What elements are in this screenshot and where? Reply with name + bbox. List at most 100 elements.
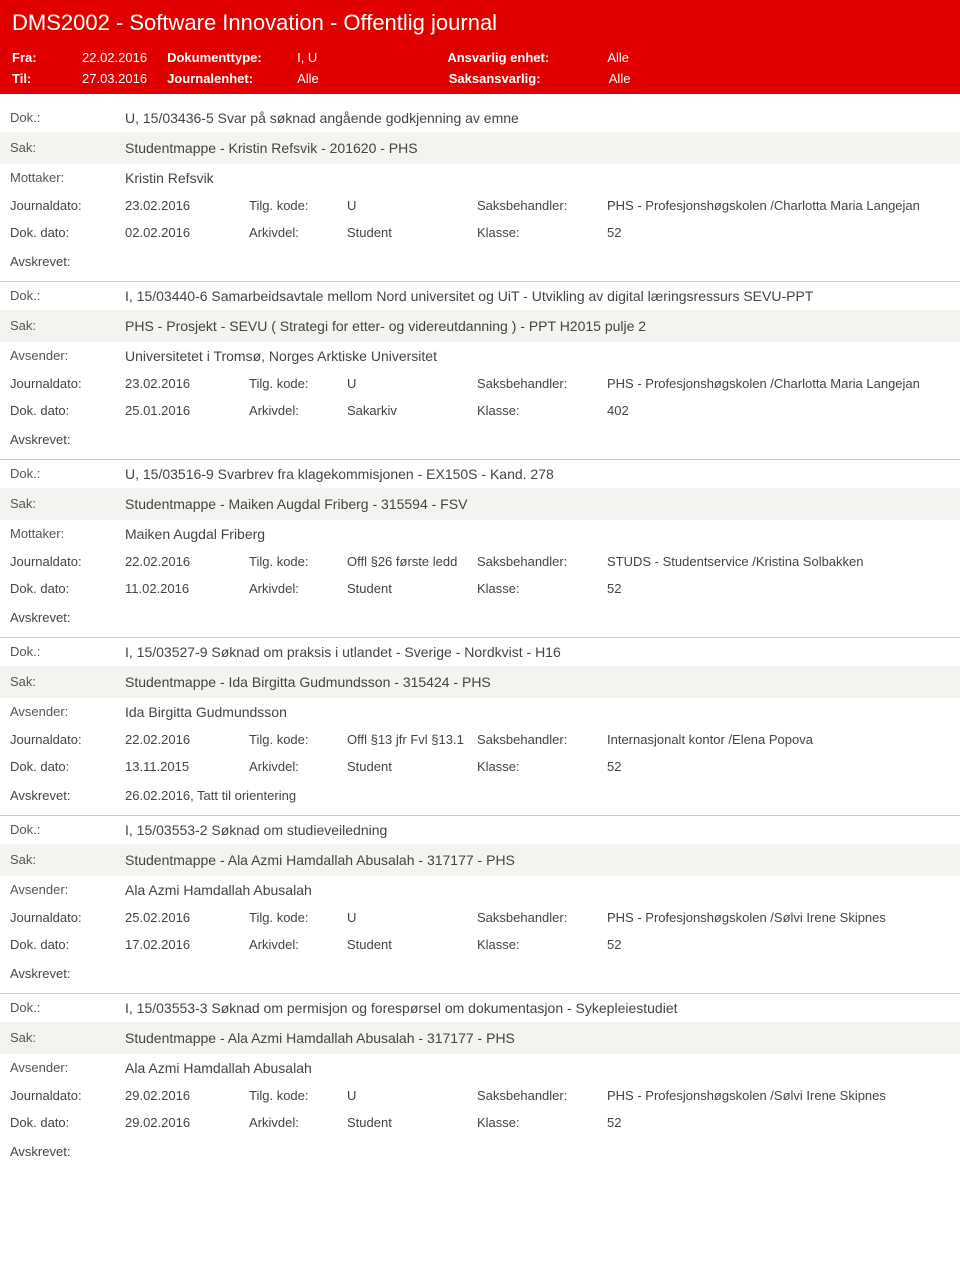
tilgkode-value: U xyxy=(347,376,477,391)
saksansvarlig-value: Alle xyxy=(609,71,631,86)
dokdato-row: Dok. dato: 02.02.2016 Arkivdel: Student … xyxy=(0,219,960,246)
arkivdel-value: Sakarkiv xyxy=(347,403,477,418)
klasse-label: Klasse: xyxy=(477,759,607,774)
sak-value: Studentmappe - Maiken Augdal Friberg - 3… xyxy=(125,496,950,512)
sak-label: Sak: xyxy=(10,318,125,334)
journaldato-label: Journaldato: xyxy=(10,198,125,213)
tilgkode-value: U xyxy=(347,1088,477,1103)
tilgkode-label: Tilg. kode: xyxy=(249,910,347,925)
sak-line: Sak: PHS - Prosjekt - SEVU ( Strategi fo… xyxy=(0,310,960,342)
journal-record: Dok.: I, 15/03527-9 Søknad om praksis i … xyxy=(0,637,960,815)
party-value: Universitetet i Tromsø, Norges Arktiske … xyxy=(125,348,950,364)
party-value: Ala Azmi Hamdallah Abusalah xyxy=(125,882,950,898)
party-label: Mottaker: xyxy=(10,170,125,185)
klasse-value: 52 xyxy=(607,759,950,774)
records-container: Dok.: U, 15/03436-5 Svar på søknad angåe… xyxy=(0,104,960,1171)
dokdato-row: Dok. dato: 29.02.2016 Arkivdel: Student … xyxy=(0,1109,960,1136)
saksbehandler-value: PHS - Profesjonshøgskolen /Sølvi Irene S… xyxy=(607,910,950,925)
arkivdel-label: Arkivdel: xyxy=(249,225,347,240)
klasse-label: Klasse: xyxy=(477,403,607,418)
header-title: DMS2002 - Software Innovation - Offentli… xyxy=(12,10,948,36)
dokdato-value: 13.11.2015 xyxy=(125,759,249,774)
dokdato-label: Dok. dato: xyxy=(10,225,125,240)
avskrevet-label: Avskrevet: xyxy=(10,966,125,981)
avskrevet-row: Avskrevet: xyxy=(0,602,960,637)
avskrevet-row: Avskrevet: xyxy=(0,246,960,281)
journal-record: Dok.: U, 15/03436-5 Svar på søknad angåe… xyxy=(0,104,960,281)
party-line: Mottaker: Kristin Refsvik xyxy=(0,164,960,192)
arkivdel-value: Student xyxy=(347,225,477,240)
avskrevet-label: Avskrevet: xyxy=(10,610,125,625)
saksansvarlig-label: Saksansvarlig: xyxy=(449,71,589,86)
dokdato-row: Dok. dato: 25.01.2016 Arkivdel: Sakarkiv… xyxy=(0,397,960,424)
journaldato-value: 22.02.2016 xyxy=(125,732,249,747)
sak-label: Sak: xyxy=(10,852,125,868)
dokdato-label: Dok. dato: xyxy=(10,1115,125,1130)
dokdato-value: 02.02.2016 xyxy=(125,225,249,240)
klasse-label: Klasse: xyxy=(477,581,607,596)
arkivdel-value: Student xyxy=(347,937,477,952)
dokdato-label: Dok. dato: xyxy=(10,581,125,596)
tilgkode-value: U xyxy=(347,910,477,925)
klasse-value: 52 xyxy=(607,225,950,240)
sak-line: Sak: Studentmappe - Maiken Augdal Friber… xyxy=(0,488,960,520)
dok-label: Dok.: xyxy=(10,466,125,481)
dokdato-value: 11.02.2016 xyxy=(125,581,249,596)
arkivdel-value: Student xyxy=(347,759,477,774)
avskrevet-row: Avskrevet: xyxy=(0,958,960,993)
sak-value: Studentmappe - Ida Birgitta Gudmundsson … xyxy=(125,674,950,690)
dok-line: Dok.: I, 15/03527-9 Søknad om praksis i … xyxy=(0,638,960,666)
dokdato-row: Dok. dato: 11.02.2016 Arkivdel: Student … xyxy=(0,575,960,602)
dok-label: Dok.: xyxy=(10,644,125,659)
tilgkode-label: Tilg. kode: xyxy=(249,198,347,213)
saksbehandler-value: Internasjonalt kontor /Elena Popova xyxy=(607,732,950,747)
dok-label: Dok.: xyxy=(10,288,125,303)
party-label: Avsender: xyxy=(10,1060,125,1075)
sak-label: Sak: xyxy=(10,1030,125,1046)
klasse-label: Klasse: xyxy=(477,937,607,952)
avskrevet-label: Avskrevet: xyxy=(10,788,125,803)
til-label: Til: xyxy=(12,71,82,86)
arkivdel-value: Student xyxy=(347,1115,477,1130)
party-value: Ida Birgitta Gudmundsson xyxy=(125,704,950,720)
arkivdel-label: Arkivdel: xyxy=(249,937,347,952)
journalenhet-label: Journalenhet: xyxy=(167,71,297,86)
sak-label: Sak: xyxy=(10,496,125,512)
party-label: Avsender: xyxy=(10,348,125,363)
journaldato-row: Journaldato: 29.02.2016 Tilg. kode: U Sa… xyxy=(0,1082,960,1109)
dokdato-row: Dok. dato: 17.02.2016 Arkivdel: Student … xyxy=(0,931,960,958)
klasse-label: Klasse: xyxy=(477,1115,607,1130)
party-line: Mottaker: Maiken Augdal Friberg xyxy=(0,520,960,548)
avskrevet-label: Avskrevet: xyxy=(10,432,125,447)
fra-value: 22.02.2016 xyxy=(82,50,147,65)
arkivdel-label: Arkivdel: xyxy=(249,759,347,774)
ansvarlig-value: Alle xyxy=(607,50,629,65)
klasse-value: 402 xyxy=(607,403,950,418)
journaldato-row: Journaldato: 23.02.2016 Tilg. kode: U Sa… xyxy=(0,192,960,219)
dokdato-label: Dok. dato: xyxy=(10,759,125,774)
journal-record: Dok.: U, 15/03516-9 Svarbrev fra klageko… xyxy=(0,459,960,637)
journaldato-value: 23.02.2016 xyxy=(125,376,249,391)
journaldato-label: Journaldato: xyxy=(10,376,125,391)
tilgkode-label: Tilg. kode: xyxy=(249,1088,347,1103)
dok-line: Dok.: U, 15/03436-5 Svar på søknad angåe… xyxy=(0,104,960,132)
dok-line: Dok.: I, 15/03553-3 Søknad om permisjon … xyxy=(0,994,960,1022)
avskrevet-label: Avskrevet: xyxy=(10,1144,125,1159)
party-label: Avsender: xyxy=(10,882,125,897)
dok-value: U, 15/03436-5 Svar på søknad angående go… xyxy=(125,110,950,126)
party-value: Maiken Augdal Friberg xyxy=(125,526,950,542)
dok-label: Dok.: xyxy=(10,822,125,837)
dok-line: Dok.: I, 15/03440-6 Samarbeidsavtale mel… xyxy=(0,282,960,310)
avskrevet-label: Avskrevet: xyxy=(10,254,125,269)
dok-value: I, 15/03527-9 Søknad om praksis i utland… xyxy=(125,644,950,660)
party-line: Avsender: Ida Birgitta Gudmundsson xyxy=(0,698,960,726)
journaldato-value: 22.02.2016 xyxy=(125,554,249,569)
saksbehandler-label: Saksbehandler: xyxy=(477,376,607,391)
party-line: Avsender: Universitetet i Tromsø, Norges… xyxy=(0,342,960,370)
avskrevet-row: Avskrevet: 26.02.2016, Tatt til orienter… xyxy=(0,780,960,815)
tilgkode-value: U xyxy=(347,198,477,213)
arkivdel-value: Student xyxy=(347,581,477,596)
klasse-label: Klasse: xyxy=(477,225,607,240)
dokdato-value: 29.02.2016 xyxy=(125,1115,249,1130)
journalenhet-value: Alle xyxy=(297,71,319,86)
